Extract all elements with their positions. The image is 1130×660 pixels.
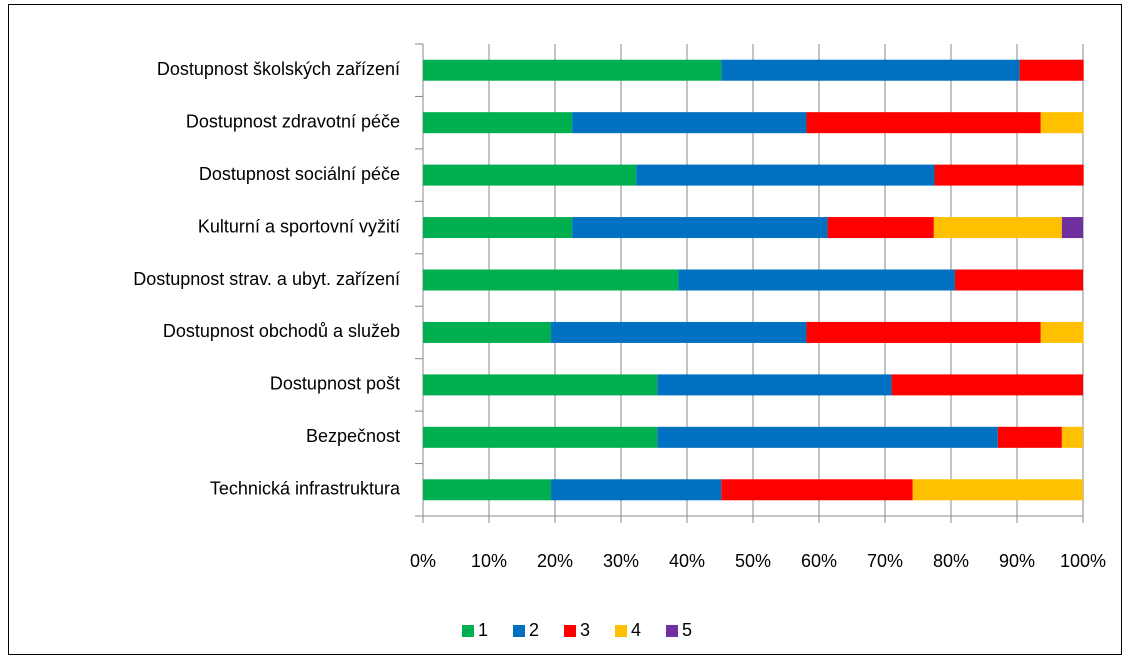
y-tick-label: Dostupnost sociální péče (199, 164, 400, 184)
bar-segment (933, 217, 1062, 239)
legend-label: 2 (529, 620, 539, 640)
bar-segment (721, 59, 1020, 81)
bar-segment (912, 479, 1083, 501)
bar-segment (891, 374, 1083, 396)
bar-segment (657, 374, 892, 396)
bar-segment (423, 269, 679, 291)
bar-segment (423, 374, 658, 396)
bar-segment (678, 269, 955, 291)
legend-swatch (513, 625, 525, 637)
x-tick-label: 60% (801, 551, 837, 571)
x-tick-label: 70% (867, 551, 903, 571)
y-tick-label: Dostupnost školských zařízení (157, 59, 400, 79)
bar-segment (423, 112, 573, 134)
legend-label: 4 (631, 620, 641, 640)
y-tick-label: Bezpečnost (306, 426, 400, 446)
y-tick-label: Dostupnost pošt (270, 374, 400, 394)
bar-segment (806, 112, 1041, 134)
bar-segment (551, 321, 807, 343)
x-tick-label: 30% (603, 551, 639, 571)
x-tick-label: 90% (999, 551, 1035, 571)
bar-segment (636, 164, 935, 186)
legend-label: 5 (682, 620, 692, 640)
y-tick-label: Technická infrastruktura (210, 479, 401, 499)
bar-segment (423, 321, 552, 343)
bar-segment (827, 217, 934, 239)
legend-label: 3 (580, 620, 590, 640)
bar-segment (1061, 426, 1083, 448)
x-tick-label: 80% (933, 551, 969, 571)
bar-segment (934, 164, 1084, 186)
bar-segment (1040, 112, 1084, 134)
bar-segment (1019, 59, 1084, 81)
y-tick-label: Dostupnost zdravotní péče (186, 111, 400, 131)
y-tick-label: Dostupnost obchodů a služeb (163, 321, 400, 341)
x-tick-label: 10% (471, 551, 507, 571)
x-tick-label: 50% (735, 551, 771, 571)
bar-segment (551, 479, 722, 501)
bar-segment (954, 269, 1083, 291)
bar-segment (572, 217, 828, 239)
bar-segment (423, 164, 637, 186)
bar-segment (806, 321, 1041, 343)
bar-segment (997, 426, 1062, 448)
x-tick-label: 20% (537, 551, 573, 571)
x-tick-label: 100% (1060, 551, 1106, 571)
bar-segment (572, 112, 807, 134)
bar-segment (657, 426, 998, 448)
legend-swatch (564, 625, 576, 637)
bar-segment (1040, 321, 1084, 343)
bar-segment (423, 59, 722, 81)
x-tick-label: 40% (669, 551, 705, 571)
y-tick-label: Dostupnost strav. a ubyt. zařízení (133, 269, 400, 289)
bar-segment (423, 426, 658, 448)
bar-segment (1061, 217, 1083, 239)
legend-swatch (615, 625, 627, 637)
bar-segment (721, 479, 913, 501)
legend-swatch (462, 625, 474, 637)
bar-segment (423, 479, 552, 501)
legend-label: 1 (478, 620, 488, 640)
y-tick-label: Kulturní a sportovní vyžití (198, 216, 400, 236)
bar-segment (423, 217, 573, 239)
x-tick-label: 0% (410, 551, 436, 571)
legend-swatch (666, 625, 678, 637)
